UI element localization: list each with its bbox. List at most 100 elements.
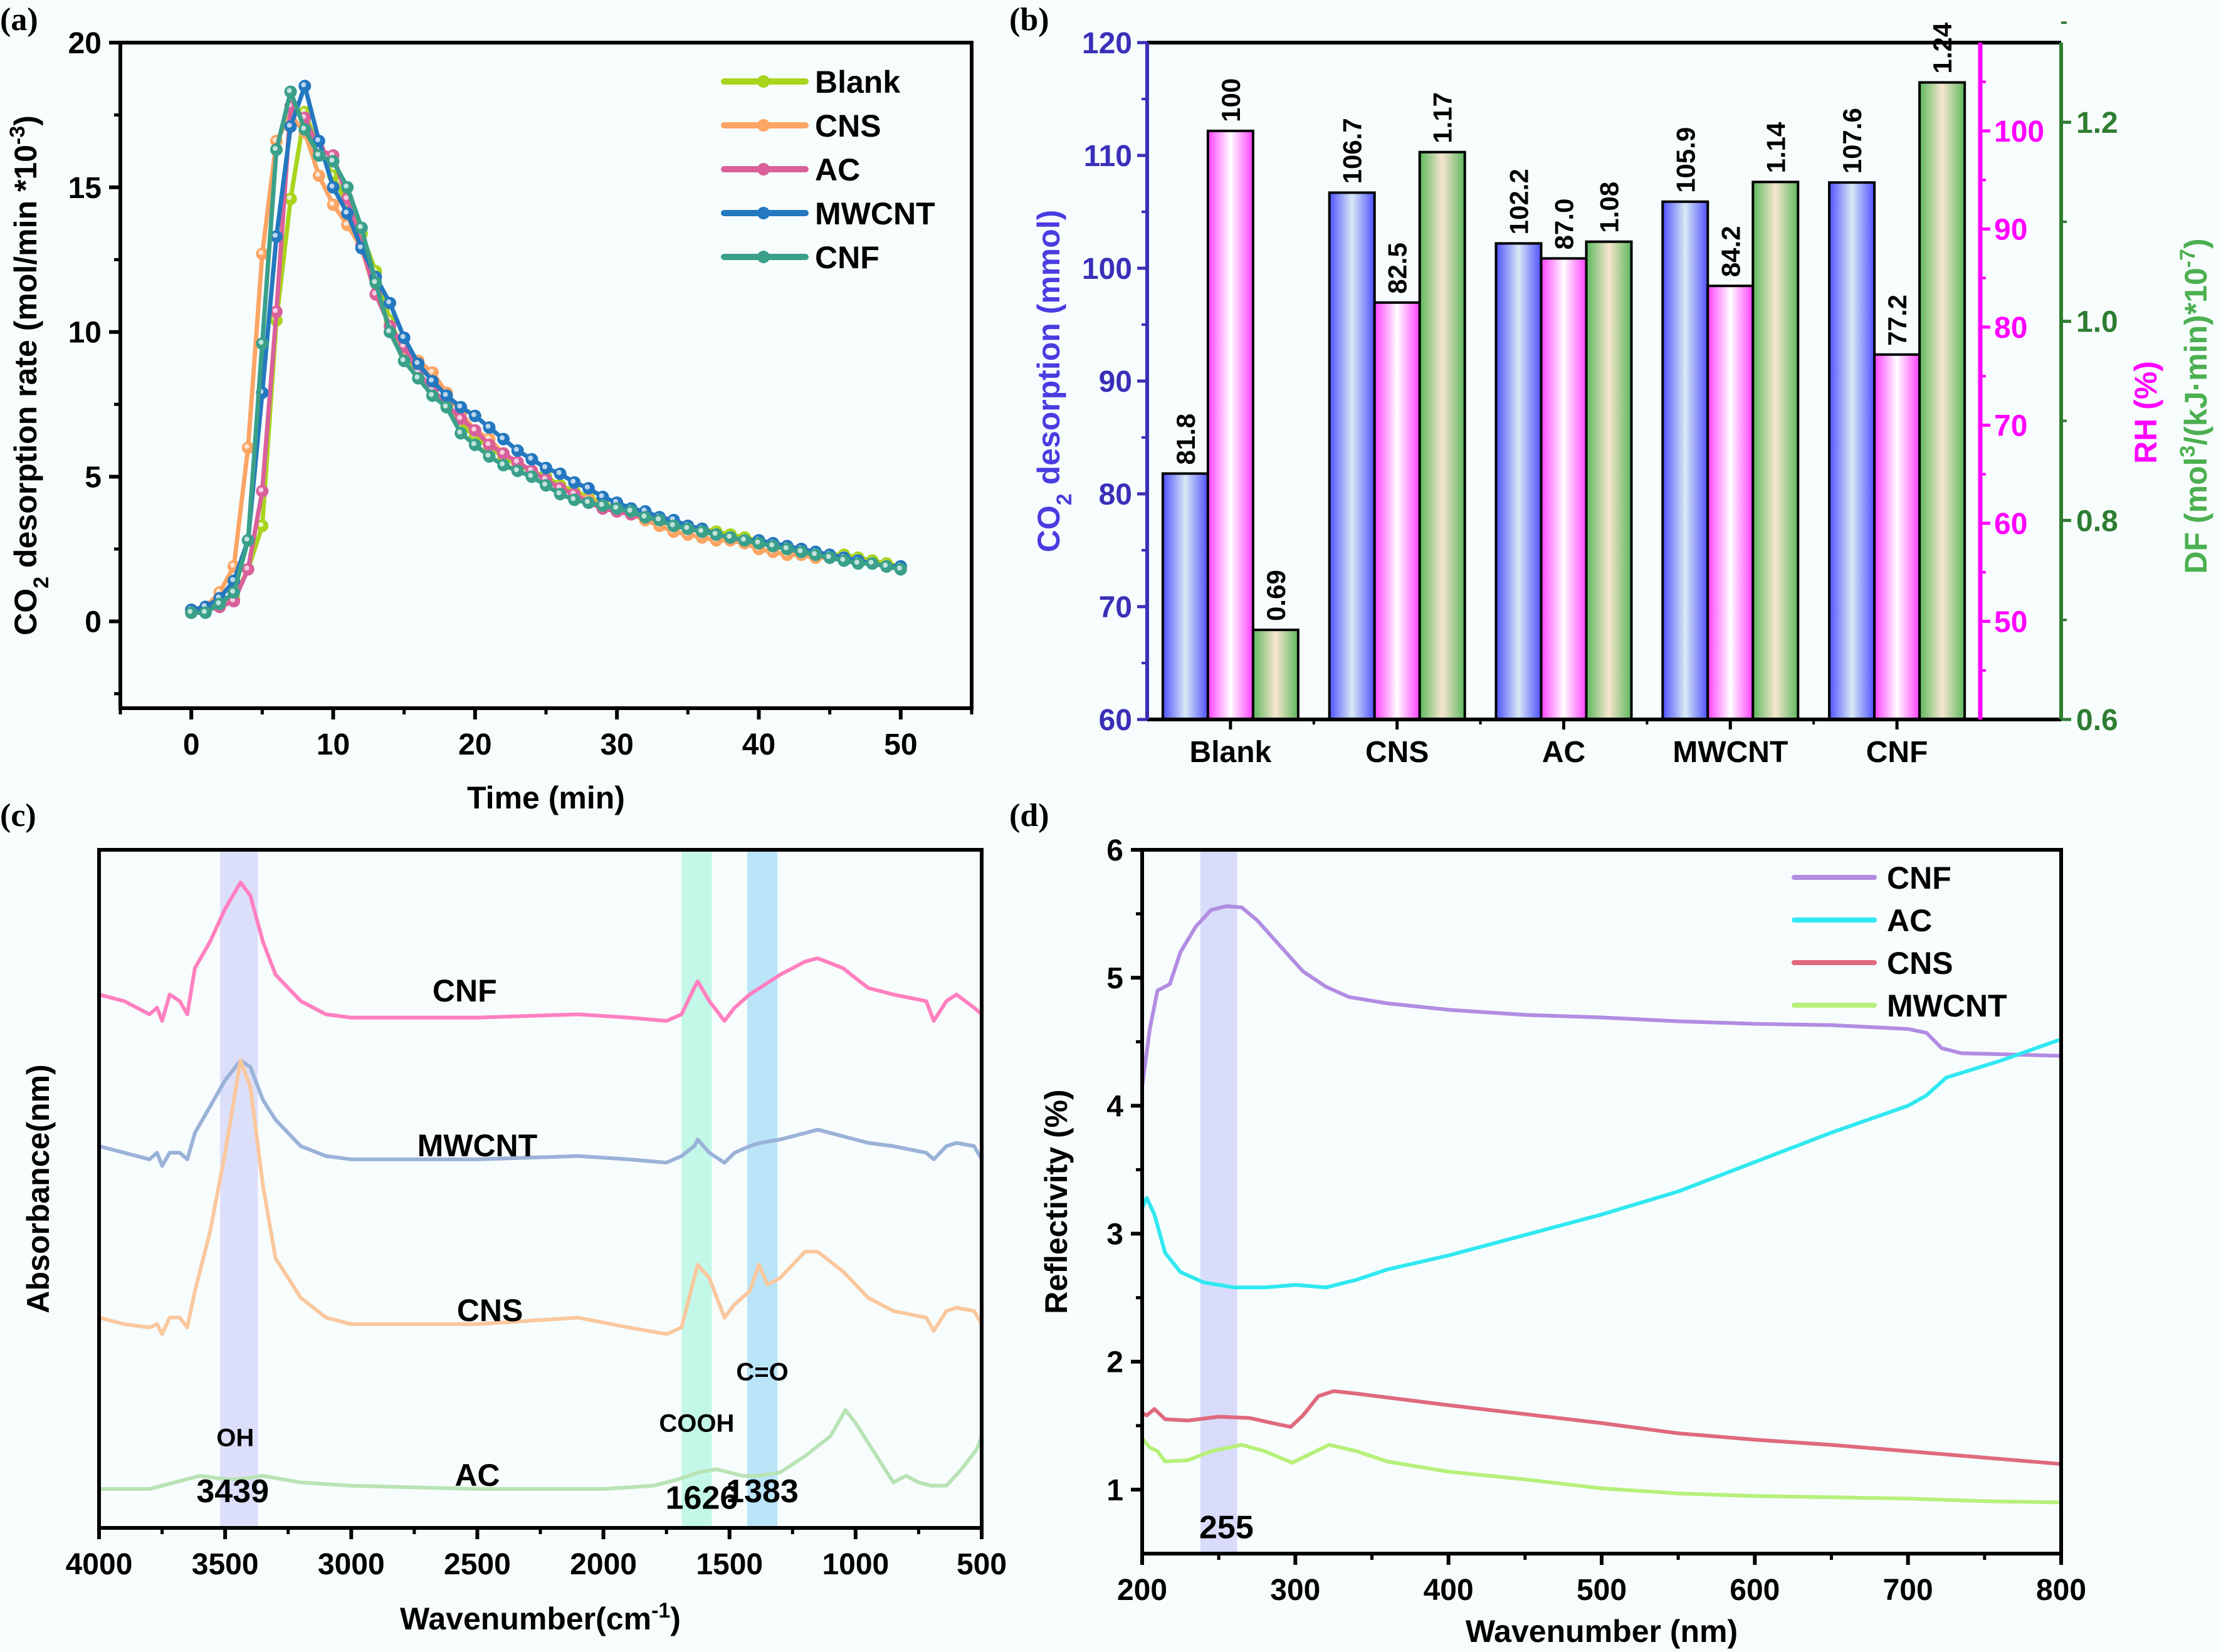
data-point-highlight [570, 496, 576, 501]
y-tick-label: 5 [85, 461, 102, 494]
bar-value-label: 100 [1216, 78, 1246, 122]
legend-label: CNS [1887, 946, 1953, 981]
data-point-highlight [372, 279, 377, 285]
data-point-highlight [812, 551, 817, 557]
peak-annotation: OH [216, 1425, 254, 1452]
data-point-highlight [315, 137, 320, 142]
bar-group-ac: 102.2 87.0 1.08 [1494, 169, 1633, 721]
x-axis-title: Time (min) [467, 780, 625, 815]
bar-df [1585, 240, 1633, 721]
data-point-highlight [840, 557, 846, 562]
data-point-highlight [471, 412, 476, 417]
band-co [747, 850, 778, 1528]
data-point-highlight [500, 461, 505, 467]
data-point-highlight [187, 609, 193, 614]
x-tick-label: 1500 [696, 1548, 763, 1581]
data-point-highlight [301, 82, 307, 88]
data-point-highlight [868, 560, 874, 565]
series-line [191, 104, 901, 615]
x-axis-title: Wavenumber (nm) [1466, 1614, 1738, 1649]
y-tick-label: 15 [68, 172, 102, 205]
data-point-highlight [613, 504, 619, 510]
data-point-highlight [329, 157, 335, 163]
legend-label: MWCNT [1887, 988, 2007, 1023]
peak-annotation: C=O [736, 1358, 788, 1386]
panel-label: (a) [0, 2, 38, 38]
y-left-tick-label: 70 [1099, 591, 1132, 624]
x-tick-label: 500 [957, 1548, 1007, 1581]
legend-label: Blank [815, 65, 900, 100]
df-tick-label: 1.0 [2076, 306, 2118, 339]
bar-value-label: 1.14 [1761, 122, 1790, 173]
data-point-highlight [301, 125, 307, 131]
data-point-highlight [428, 392, 434, 397]
legend-label: AC [815, 152, 860, 187]
y-left-tick-label: 120 [1082, 27, 1132, 60]
x-tick-label: 10 [317, 728, 350, 761]
bar-value-label: 1.24 [1928, 22, 1957, 73]
data-point-highlight [740, 536, 746, 542]
data-point-highlight [854, 560, 859, 565]
y-tick-label: 1 [1106, 1474, 1123, 1507]
data-point-highlight [230, 562, 236, 568]
data-point-highlight [357, 244, 363, 249]
x-tick-label: 1000 [822, 1548, 889, 1581]
series-ac [99, 1408, 984, 1491]
legend-marker [757, 251, 770, 263]
series-cnf [98, 881, 983, 1023]
data-point-highlight [542, 464, 547, 469]
bar-value-label: 77.2 [1882, 295, 1912, 346]
rh-tick-label: 70 [1994, 409, 2027, 442]
df-axis-title: DF (mol3/(kJ·min)*10-7) [2176, 238, 2213, 573]
data-point-highlight [528, 455, 533, 461]
x-tick-label: 3000 [318, 1548, 385, 1581]
legend-label: AC [1887, 903, 1932, 938]
y-left-tick-label: 100 [1082, 253, 1132, 286]
bar-co2-desorption [1661, 200, 1709, 721]
y-left-tick-label: 90 [1099, 365, 1132, 399]
data-point-highlight [528, 473, 533, 478]
legend: Blank CNS AC MWCNT CNF [721, 65, 935, 275]
data-point-highlight [769, 542, 775, 548]
data-point-highlight [244, 565, 249, 571]
legend-label: CNF [815, 240, 879, 275]
panel-a-desorption-rate: (a) 0 5 10 15 20 0 10 20 30 40 50 Time (min) CO2 deso… [0, 2, 974, 815]
data-point-highlight [400, 333, 406, 339]
y-tick-label: 4 [1106, 1090, 1123, 1123]
data-point-highlight [258, 487, 264, 493]
bar-df [1918, 81, 1966, 721]
legend-marker [757, 207, 770, 219]
bar-rh [1206, 129, 1254, 721]
legend-marker [757, 163, 770, 175]
bar-value-label: 1.08 [1595, 182, 1624, 233]
x-tick-label: CNS [1365, 736, 1429, 769]
bar-co2-desorption [1828, 181, 1876, 721]
rh-axis-title: RH (%) [2128, 361, 2163, 464]
data-point-highlight [344, 195, 349, 201]
series-blank [185, 105, 907, 619]
data-point-highlight [641, 513, 647, 519]
data-point-highlight [230, 588, 236, 594]
data-point-highlight [584, 499, 590, 504]
legend-item: Blank [721, 65, 900, 100]
data-point-highlight [513, 467, 519, 473]
legend-label: CNF [1887, 860, 1951, 896]
data-point-highlight [556, 490, 562, 496]
data-point-highlight [883, 562, 888, 568]
bar-co2-desorption [1494, 242, 1543, 721]
rh-tick-label: 80 [1994, 311, 2027, 345]
rh-tick-label: 50 [1994, 605, 2027, 639]
x-tick-label: 400 [1424, 1574, 1474, 1607]
y-tick-label: 10 [68, 316, 102, 350]
legend-label: CNS [815, 108, 881, 144]
x-tick-label: AC [1542, 736, 1585, 769]
data-point-highlight [542, 481, 547, 487]
rh-tick-label: 90 [1994, 213, 2027, 246]
x-axis-title: Wavenumber(cm-1) [400, 1599, 681, 1636]
y-tick-label: 20 [68, 27, 102, 60]
y-tick-label: 6 [1106, 834, 1123, 867]
bar-df [1418, 150, 1466, 721]
x-tick-label: 600 [1730, 1574, 1780, 1607]
data-point-highlight [258, 340, 264, 345]
